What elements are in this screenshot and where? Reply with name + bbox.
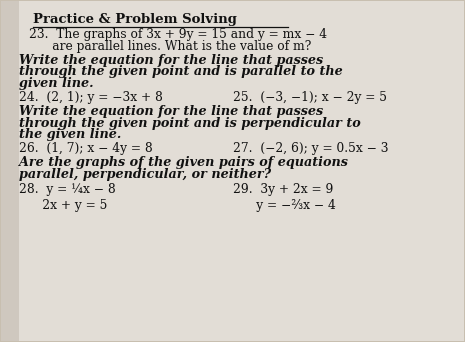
Text: 29.  3y + 2x = 9: 29. 3y + 2x = 9 [232, 183, 333, 196]
Bar [0, 1, 19, 341]
Text: Write the equation for the line that passes: Write the equation for the line that pas… [19, 54, 323, 67]
Text: 24.  (2, 1); y = −3x + 8: 24. (2, 1); y = −3x + 8 [19, 91, 163, 104]
Text: 23.  The graphs of 3x + 9y = 15 and y = mx − 4: 23. The graphs of 3x + 9y = 15 and y = m… [28, 28, 326, 41]
Text: through the given point and is perpendicular to: through the given point and is perpendic… [19, 117, 361, 130]
Text: Are the graphs of the given pairs of equations: Are the graphs of the given pairs of equ… [19, 156, 348, 169]
Text: 25.  (−3, −1); x − 2y = 5: 25. (−3, −1); x − 2y = 5 [232, 91, 386, 104]
Text: 26.  (1, 7); x − 4y = 8: 26. (1, 7); x − 4y = 8 [19, 142, 153, 155]
Text: given line.: given line. [19, 77, 94, 90]
Text: Practice & Problem Solving: Practice & Problem Solving [33, 13, 237, 26]
Text: through the given point and is parallel to the: through the given point and is parallel … [19, 65, 343, 78]
Text: y = −⅔x − 4: y = −⅔x − 4 [232, 199, 335, 212]
Text: 28.  y = ¼x − 8: 28. y = ¼x − 8 [19, 183, 116, 196]
Text: 2x + y = 5: 2x + y = 5 [19, 199, 107, 212]
Text: parallel, perpendicular, or neither?: parallel, perpendicular, or neither? [19, 168, 272, 181]
Text: are parallel lines. What is the value of m?: are parallel lines. What is the value of… [28, 40, 311, 53]
Text: 27.  (−2, 6); y = 0.5x − 3: 27. (−2, 6); y = 0.5x − 3 [232, 142, 388, 155]
Text: the given line.: the given line. [19, 128, 122, 141]
Text: Write the equation for the line that passes: Write the equation for the line that pas… [19, 105, 323, 118]
